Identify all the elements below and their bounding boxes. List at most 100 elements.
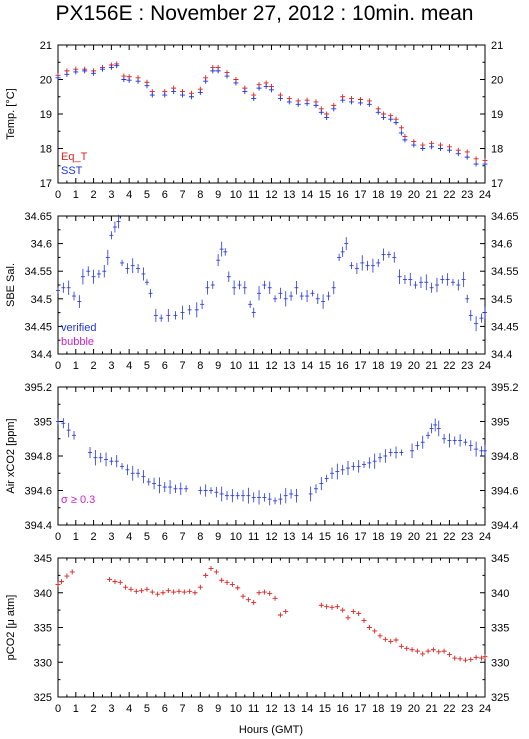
data-point [398, 643, 404, 649]
data-point [133, 588, 139, 594]
data-point [420, 146, 426, 151]
data-point [256, 85, 262, 91]
x-tick-label: 19 [390, 703, 402, 715]
data-point [372, 628, 378, 634]
x-tick-label: 8 [197, 703, 203, 715]
data-point [324, 114, 330, 120]
data-point [398, 125, 404, 131]
data-point [468, 656, 474, 662]
data-point [382, 636, 388, 642]
y-tick-label-right: 34.4 [491, 349, 512, 361]
y-tick-label-left: 34.55 [24, 266, 52, 278]
data-point [187, 588, 193, 594]
x-tick-label: 14 [301, 189, 313, 201]
data-point [114, 63, 120, 69]
data-point [318, 602, 324, 608]
data-point [107, 577, 113, 583]
y-tick-label-left: 345 [34, 553, 52, 565]
data-point [313, 102, 319, 108]
x-tick-label: 4 [126, 531, 132, 543]
y-tick-label-right: 345 [491, 553, 509, 565]
x-tick-label: 23 [461, 360, 473, 372]
data-point [242, 89, 248, 95]
y-tick-label-right: 394.6 [491, 486, 519, 498]
x-tick-label: 6 [162, 531, 168, 543]
y-tick-label-right: 340 [491, 588, 509, 600]
x-tick-label: 0 [55, 703, 61, 715]
data-point [192, 590, 198, 596]
data-point [139, 588, 145, 594]
x-tick-label: 3 [108, 531, 114, 543]
x-tick-label: 24 [479, 703, 491, 715]
data-point [411, 142, 417, 148]
x-tick-label: 1 [73, 531, 79, 543]
data-point [208, 565, 214, 571]
x-axis-title: Hours (GMT) [239, 724, 303, 736]
x-tick-label: 16 [337, 360, 349, 372]
x-tick-label: 24 [479, 189, 491, 201]
x-tick-label: 9 [215, 531, 221, 543]
data-point [229, 581, 235, 587]
x-tick-label: 1 [73, 703, 79, 715]
data-point [126, 77, 132, 83]
y-tick-label-left: 19 [40, 109, 52, 121]
y-tick-label-left: 395.2 [24, 382, 52, 394]
data-point [425, 648, 431, 654]
data-point [91, 70, 97, 76]
panel-air-xco2: 0 1 2 3 4 5 6 7 8 9 10 11 12 13 14 15 16 17 18 19 20 21 22 23 24… [5, 382, 519, 543]
x-tick-label: 11 [248, 189, 259, 201]
data-point [181, 589, 187, 595]
data-point [482, 161, 488, 167]
y-tick-label-left: 394.4 [24, 520, 52, 532]
data-point [203, 572, 209, 578]
y-axis-title: SBE Sal. [5, 263, 17, 307]
data-point [162, 92, 168, 98]
x-tick-label: 17 [354, 531, 366, 543]
y-tick-label-right: 17 [491, 178, 503, 190]
legend-entry: verified [61, 322, 96, 334]
x-tick-label: 13 [283, 189, 295, 201]
data-point [245, 597, 251, 603]
x-tick-label: 4 [126, 703, 132, 715]
y-tick-label-right: 21 [491, 40, 503, 52]
data-point [267, 590, 273, 596]
data-point [318, 109, 324, 115]
data-point [388, 638, 394, 644]
data-point [112, 579, 118, 585]
x-tick-label: 21 [426, 703, 438, 715]
x-tick-label: 18 [372, 360, 384, 372]
x-tick-label: 17 [354, 189, 366, 201]
y-tick-label-left: 34.4 [31, 349, 52, 361]
x-tick-label: 2 [91, 531, 97, 543]
y-tick-label-right: 395.2 [491, 382, 519, 394]
data-point [277, 612, 283, 618]
y-tick-label-left: 395 [34, 417, 52, 429]
data-point [144, 586, 150, 592]
x-tick-label: 7 [179, 360, 185, 372]
x-tick-label: 18 [372, 703, 384, 715]
y-tick-label-left: 34.6 [31, 239, 52, 251]
x-tick-label: 6 [162, 360, 168, 372]
data-point [121, 77, 127, 82]
x-tick-label: 22 [443, 189, 455, 201]
data-point [215, 68, 221, 74]
x-tick-label: 19 [390, 189, 402, 201]
data-point [402, 137, 408, 143]
y-tick-label-left: 394.8 [24, 451, 52, 463]
x-tick-label: 22 [443, 531, 455, 543]
x-tick-label: 20 [408, 189, 420, 201]
data-point [388, 116, 394, 122]
data-point [366, 101, 372, 107]
page-title: PX156E : November 27, 2012 : 10min. mean [55, 2, 474, 25]
data-point [356, 611, 362, 617]
data-point [251, 95, 257, 101]
x-tick-label: 4 [126, 189, 132, 201]
data-point [160, 590, 166, 596]
y-tick-label-right: 325 [491, 692, 509, 704]
y-tick-label-left: 20 [40, 75, 52, 87]
data-point [272, 595, 278, 601]
x-tick-label: 22 [443, 360, 455, 372]
legend-entry: Eq_T [61, 151, 88, 163]
data-point [155, 591, 161, 597]
y-axis-title: pCO2 [μ atm] [5, 595, 17, 661]
